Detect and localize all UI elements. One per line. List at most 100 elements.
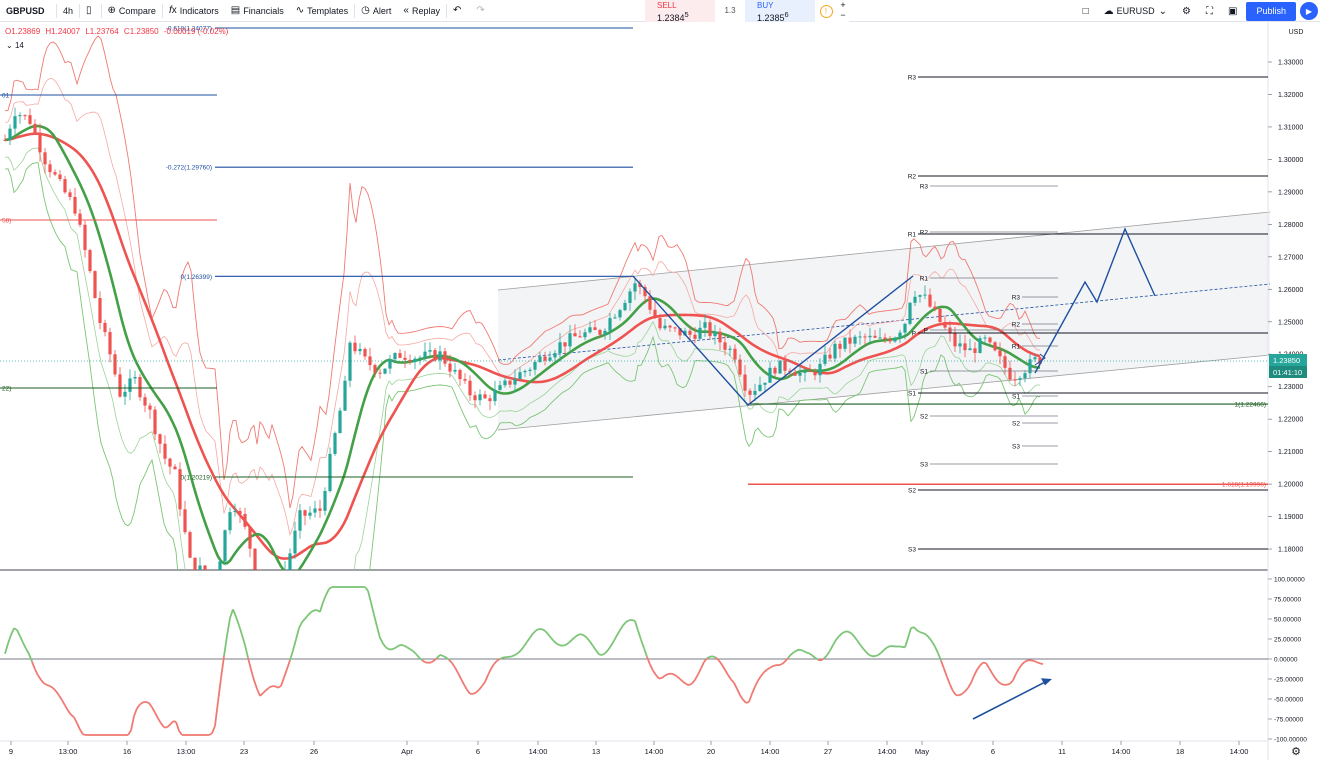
time-tick-label: 18 (1176, 747, 1184, 756)
candle-body (863, 336, 867, 338)
candle-body (738, 359, 742, 375)
candle (908, 302, 912, 326)
candle (73, 187, 77, 216)
candle-body (1023, 373, 1027, 379)
candle-body (1008, 367, 1012, 380)
sell-price-sup: 5 (684, 10, 689, 19)
alert-button[interactable]: ◷ Alert (355, 0, 397, 22)
play-icon[interactable]: ▶ (1300, 2, 1318, 20)
oscillator-segment (802, 649, 807, 654)
oscillator-segment (544, 630, 549, 635)
candle-body (693, 334, 697, 339)
oscillator-segment (157, 717, 162, 724)
sell-label: SELL (657, 1, 677, 10)
oscillator-segment (952, 690, 957, 696)
replay-button[interactable]: «Replay (397, 0, 446, 22)
candle (18, 112, 22, 124)
financials-button[interactable]: ▤ Financials (225, 0, 290, 22)
candle-body (353, 342, 357, 352)
right-symbol-button[interactable]: ☁ EURUSD ⌄ (1098, 0, 1176, 22)
compare-button[interactable]: ⊕ Compare (102, 0, 162, 22)
candle (418, 355, 422, 365)
price-tick-label: 1.29000 (1278, 189, 1303, 196)
price-axis: USD 1.33000 1.32000 1.31000 1.30000 1.29000 1.… (1268, 29, 1307, 744)
oscillator-segment (766, 666, 771, 671)
oscillator-segment (661, 674, 666, 679)
plus-icon[interactable]: + (840, 0, 846, 10)
candle-body (113, 354, 117, 375)
price-tick-label: 1.20000 (1278, 482, 1303, 489)
oscillator-segment (535, 628, 540, 632)
candle-body (778, 360, 782, 374)
quantity-stepper[interactable]: + − (837, 0, 849, 22)
oscillator-segment (958, 693, 963, 697)
minus-icon[interactable]: − (840, 10, 846, 20)
chart-style-button[interactable]: ▯ (80, 0, 101, 22)
publish-button[interactable]: Publish (1246, 1, 1296, 21)
oscillator-segment (781, 660, 786, 665)
candle-body (538, 356, 542, 362)
chart-canvas[interactable]: -0.618(1.34077) -0.272(1.29760) 0(1.26399)… (0, 22, 1320, 760)
fullscreen-button[interactable]: ⛶ (1200, 0, 1222, 22)
pivot-label: R3 (908, 75, 917, 82)
undo-button[interactable]: ↶ (447, 0, 470, 22)
candle-body (318, 508, 322, 511)
oscillator-segment (151, 706, 156, 714)
pivot-label: R3 (1012, 295, 1021, 302)
candle-body (588, 327, 592, 333)
oscillator-segment (550, 637, 555, 642)
settings-button[interactable]: ⚙ (1176, 0, 1200, 22)
indicator-legend[interactable]: ⌄ 14 (6, 41, 24, 50)
redo-button[interactable]: ↷ (470, 0, 493, 22)
oscillator-segment (247, 657, 252, 670)
candle (958, 334, 962, 354)
candle (903, 322, 907, 340)
oscillator-segment (907, 627, 912, 639)
oscillator-segment (514, 652, 519, 656)
candle-body (393, 353, 397, 360)
layout-button[interactable]: □ (1077, 0, 1098, 22)
candle (803, 368, 807, 382)
candle (553, 350, 557, 362)
right-symbol-label: EURUSD (1116, 6, 1155, 16)
candle-body (943, 321, 947, 328)
candle (113, 350, 117, 377)
candle-body (988, 337, 992, 343)
buy-button[interactable]: BUY 1.23856 (745, 0, 815, 23)
pivot-label: R2 (908, 174, 917, 181)
inner-upper-band (4, 77, 1041, 537)
candle (213, 575, 216, 593)
warning-button[interactable]: ! (815, 0, 837, 22)
interval-button[interactable]: 4h (63, 5, 74, 16)
snapshot-button[interactable]: ▣ (1222, 0, 1246, 22)
candle-body (578, 336, 582, 338)
candle-body (98, 298, 102, 323)
templates-button[interactable]: ∿ Templates (290, 0, 354, 22)
candle (948, 320, 952, 342)
candle-body (968, 348, 972, 351)
candle (278, 579, 281, 598)
candle-body (568, 333, 572, 347)
candle (673, 326, 677, 333)
symbol-search-button[interactable]: GBPUSD (6, 5, 45, 16)
sell-button[interactable]: SELL 1.23845 (645, 0, 715, 23)
candle-body (453, 369, 457, 372)
candle (638, 279, 642, 295)
candle-body (758, 384, 762, 391)
oscillator-segment (625, 619, 630, 623)
candle (53, 169, 57, 177)
candle-body (628, 291, 632, 303)
time-tick-label: 14:00 (1112, 747, 1131, 756)
osc-tick-label: 25.00000 (1274, 637, 1301, 644)
osc-tick-label: -50.00000 (1274, 697, 1304, 704)
candle (443, 347, 447, 367)
indicators-button[interactable]: fx Indicators (163, 0, 225, 22)
oscillator-segment (376, 626, 381, 639)
candle (593, 320, 597, 331)
oscillator-segment (706, 655, 711, 660)
legend-low: L1.23764 (85, 27, 119, 36)
oscillator-segment (454, 667, 459, 674)
oscillator-segment (61, 699, 66, 706)
price-tick-label: 1.26000 (1278, 287, 1303, 294)
price-tick-label: 1.22000 (1278, 417, 1303, 424)
